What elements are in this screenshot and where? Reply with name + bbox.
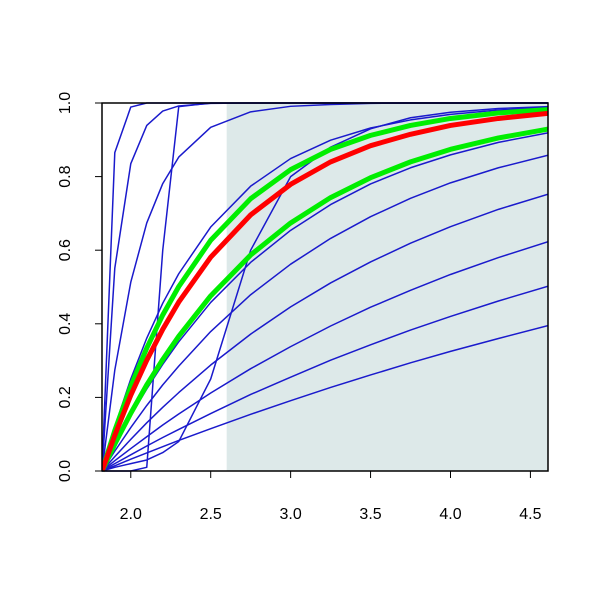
line [102, 193, 548, 472]
x-tick-label: 4.5 [519, 506, 541, 523]
x-tick-label: 4.0 [439, 506, 461, 523]
line [102, 105, 548, 472]
line [102, 241, 548, 472]
y-tick-label: 0.8 [57, 165, 74, 187]
line [102, 324, 548, 472]
line [102, 107, 548, 472]
line [102, 106, 548, 472]
shaded-region [226, 103, 548, 471]
line [102, 154, 548, 472]
line [102, 285, 548, 472]
y-tick-label: 0.6 [57, 239, 74, 261]
y-tick-label: 0.4 [57, 313, 74, 335]
line [102, 110, 548, 472]
y-tick-label: 1.0 [57, 92, 74, 114]
x-tick-label: 3.5 [359, 506, 381, 523]
x-tick-label: 2.5 [200, 506, 222, 523]
y-tick-label: 0.2 [57, 386, 74, 408]
plot-frame [101, 102, 549, 472]
x-tick-label: 3.0 [280, 506, 302, 523]
x-tick-label: 2.0 [120, 506, 142, 523]
y-tick-label: 0.0 [57, 460, 74, 482]
line [102, 126, 548, 473]
